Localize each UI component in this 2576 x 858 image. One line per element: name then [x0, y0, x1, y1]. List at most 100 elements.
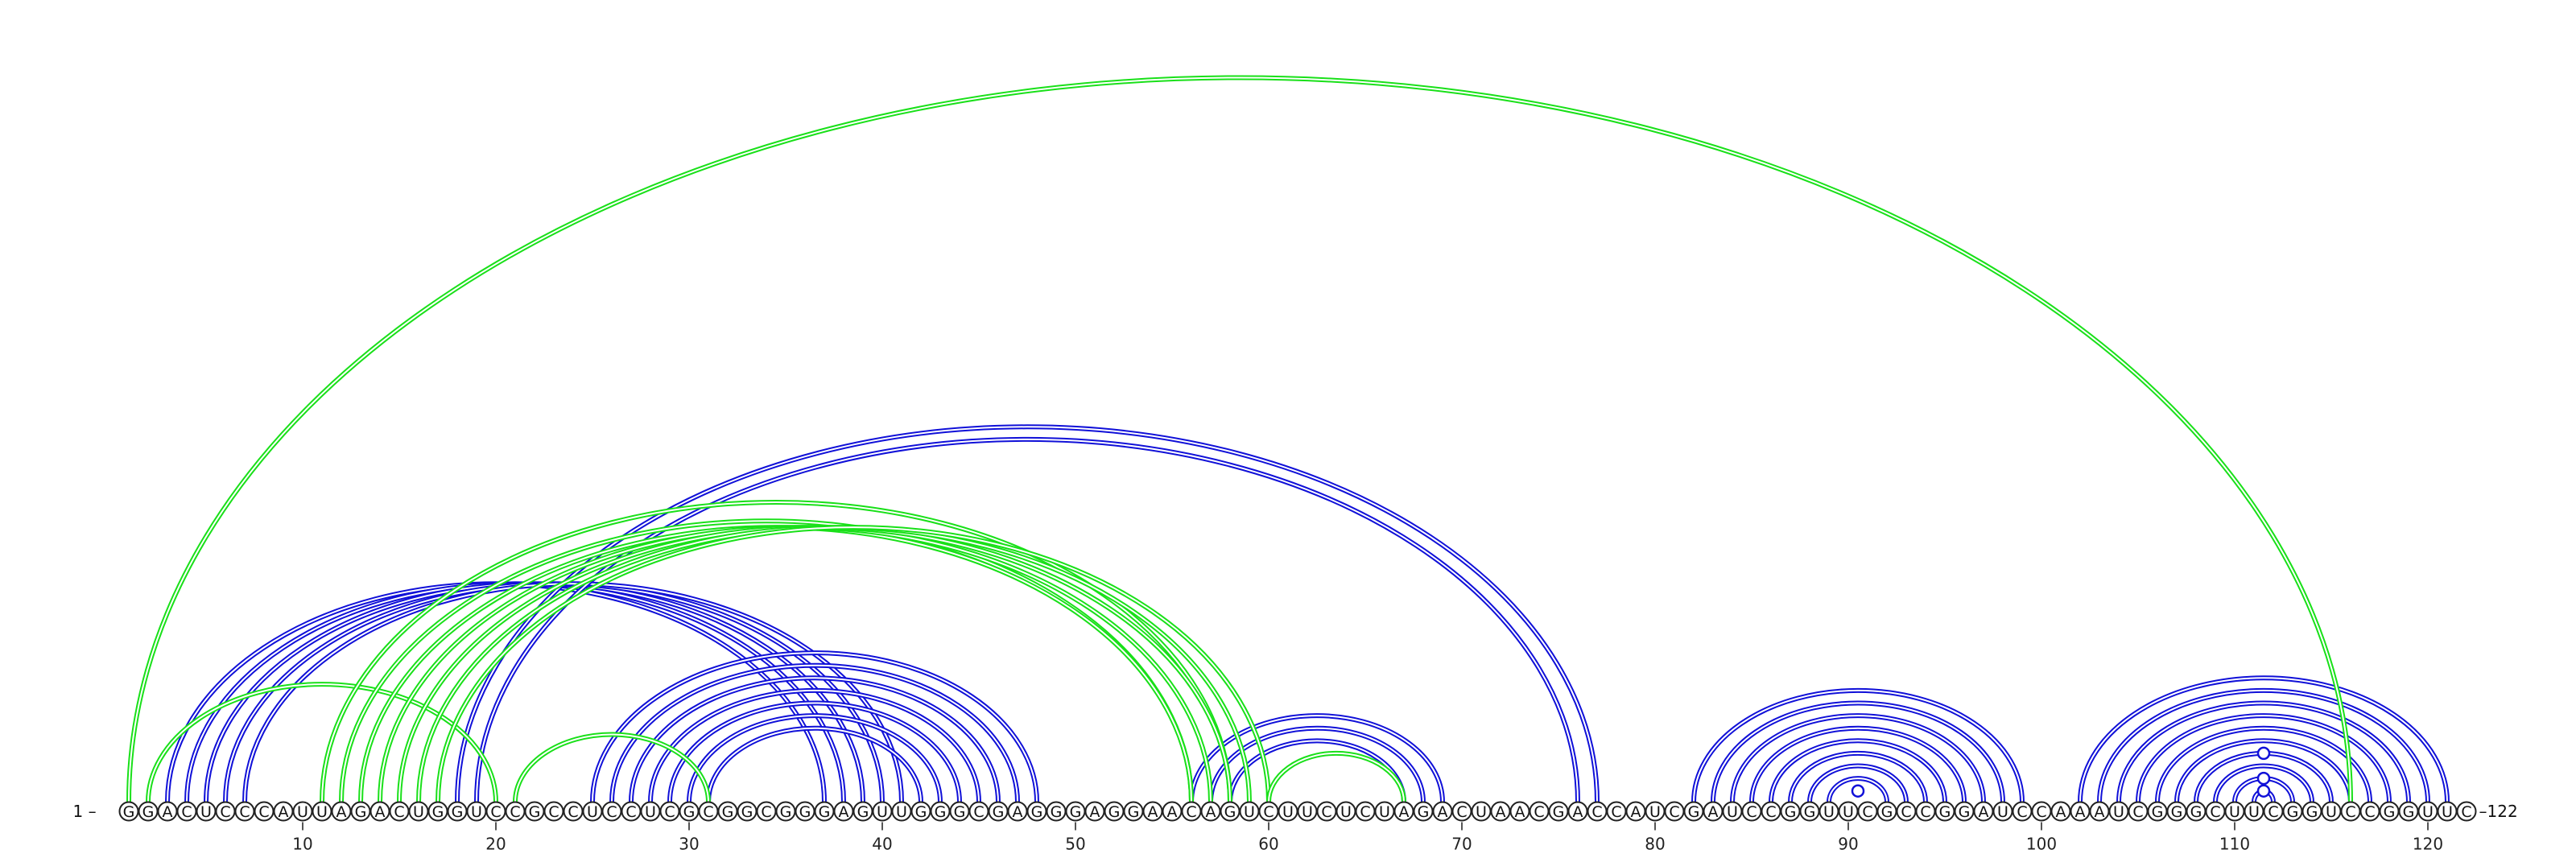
nucleotide-letter: G: [954, 803, 966, 821]
nucleotide-letter: U: [2442, 803, 2453, 821]
nucleotide-letter: G: [1031, 803, 1043, 821]
loop-marker: [2256, 771, 2271, 786]
nucleotide: G: [2379, 801, 2400, 822]
nucleotide-letter: U: [413, 803, 424, 821]
nucleotide-letter: G: [529, 803, 541, 821]
blue-arc-inner: [476, 438, 1579, 803]
nucleotide-letter: U: [2422, 803, 2434, 821]
nucleotide: C: [1761, 801, 1781, 822]
nucleotide-letter: C: [490, 803, 501, 821]
tick-label: 90: [1838, 835, 1858, 854]
nucleotide: A: [1162, 801, 1183, 822]
nucleotide-letter: C: [548, 803, 559, 821]
nucleotide: U: [1335, 801, 1356, 822]
nucleotide: U: [1297, 801, 1318, 822]
nucleotide: U: [466, 801, 487, 822]
nucleotide: A: [1509, 801, 1530, 822]
nucleotide-letter: C: [761, 803, 771, 821]
tick-label: 40: [872, 835, 892, 854]
nucleotide: U: [1278, 801, 1298, 822]
blue-arc-inner: [1712, 702, 2004, 803]
nucleotide: G: [2398, 801, 2419, 822]
nucleotide-letter: U: [1843, 803, 1854, 821]
nucleotide-letter: A: [1631, 803, 1641, 821]
blue-arc-inner: [2137, 715, 2390, 803]
nucleotide-letter: G: [1224, 803, 1236, 821]
nucleotide: G: [1413, 801, 1434, 822]
tick-label: 10: [292, 835, 312, 854]
nucleotide-letter: G: [2171, 803, 2183, 821]
nucleotide: U: [1992, 801, 2013, 822]
nucleotide: A: [1703, 801, 1724, 822]
nucleotide: G: [447, 801, 468, 822]
nucleotide-letter: A: [1573, 803, 1583, 821]
position-axis: 10 20 30 40 50 60 70 80 90 100 110 120: [292, 822, 2443, 854]
nucleotide: C: [1896, 801, 1917, 822]
nucleotide: U: [1838, 801, 1859, 822]
tick-label: 70: [1451, 835, 1472, 854]
nucleotide: U: [196, 801, 217, 822]
nucleotide-letter: C: [1263, 803, 1274, 821]
nucleotide: G: [930, 801, 951, 822]
nucleotide: C: [968, 801, 989, 822]
nucleotide-letter: G: [1128, 803, 1140, 821]
nucleotide-letter: G: [915, 803, 927, 821]
nucleotide: C: [543, 801, 564, 822]
nucleotide-letter: U: [2229, 803, 2240, 821]
tick-label: 50: [1065, 835, 1085, 854]
nucleotide-letter: C: [2345, 803, 2355, 821]
nucleotide: G: [679, 801, 700, 822]
nucleotide-letter: G: [683, 803, 696, 821]
nucleotide: G: [2282, 801, 2303, 822]
nucleotide-letter: A: [1515, 803, 1525, 821]
nucleotide-letter: U: [1302, 803, 1313, 821]
nucleotide-letter: U: [645, 803, 656, 821]
nucleotide-letter: C: [510, 803, 520, 821]
nucleotide: G: [2301, 801, 2322, 822]
tick-label: 20: [485, 835, 506, 854]
nucleotide-letter: C: [2036, 803, 2046, 821]
nucleotide-letter: C: [606, 803, 617, 821]
nucleotide-letter: U: [2326, 803, 2337, 821]
blue-arc-inner: [592, 652, 1038, 803]
nucleotide-letter: U: [2113, 803, 2124, 821]
nucleotide: C: [698, 801, 719, 822]
nucleotide: G: [1548, 801, 1569, 822]
nucleotide-letter: G: [2152, 803, 2164, 821]
blue-arc-inner: [1828, 778, 1888, 803]
nucleotide-letter: A: [1979, 803, 1989, 821]
nucleotide: G: [1220, 801, 1241, 822]
nucleotide: C: [1529, 801, 1550, 822]
nucleotide-letter: C: [1534, 803, 1544, 821]
nucleotide-letter: U: [1282, 803, 1294, 821]
nucleotide: C: [601, 801, 622, 822]
loop-marker: [1851, 784, 1865, 798]
blue-arc-inner: [1751, 727, 1965, 803]
nucleotide: G: [910, 801, 931, 822]
nucleotide: C: [1915, 801, 1936, 822]
nucleotide-letter: C: [239, 803, 250, 821]
nucleotide: A: [1393, 801, 1414, 822]
blue-arc-inner: [456, 426, 1598, 803]
nucleotide: A: [369, 801, 390, 822]
nucleotide-letter: G: [857, 803, 869, 821]
nucleotide-letter: C: [1186, 803, 1196, 821]
nucleotide-circle: [2456, 801, 2477, 822]
nucleotide-letter: C: [973, 803, 984, 821]
nucleotide: G: [1046, 801, 1067, 822]
nucleotide: A: [2050, 801, 2071, 822]
nucleotide-letter: C: [1746, 803, 1757, 821]
nucleotide: G: [1876, 801, 1897, 822]
nucleotide-letter: G: [1785, 803, 1797, 821]
nucleotide-letter: G: [780, 803, 792, 821]
nucleotide-letter: G: [722, 803, 734, 821]
nucleotide-letter: C: [1456, 803, 1467, 821]
nucleotide: G: [138, 801, 159, 822]
nucleotide: C: [176, 801, 197, 822]
nucleotide: G: [1065, 801, 1086, 822]
nucleotide-letter: G: [142, 803, 155, 821]
nucleotide: G: [988, 801, 1009, 822]
nucleotide-letter: G: [935, 803, 947, 821]
tick-label: 120: [2413, 835, 2443, 854]
